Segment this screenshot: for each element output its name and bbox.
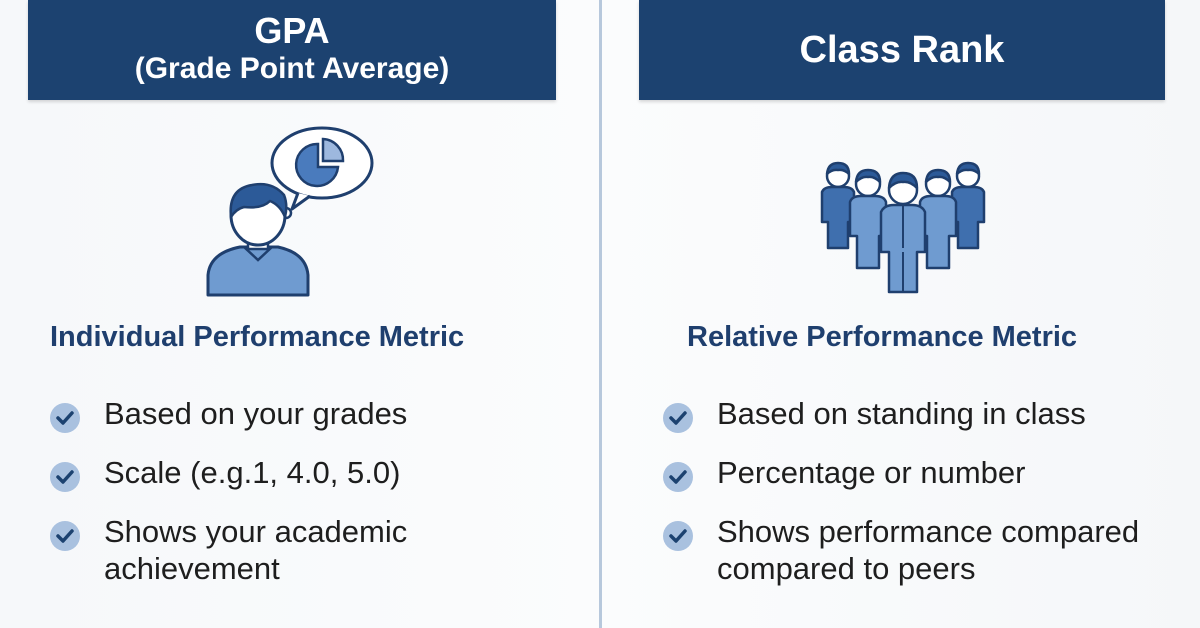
gpa-header: GPA (Grade Point Average)	[28, 0, 556, 100]
check-icon	[663, 521, 693, 551]
list-item: Percentage or number	[663, 454, 1197, 492]
class-rank-metric-subtitle: Relative Performance Metric	[687, 321, 1078, 353]
gpa-full-name: (Grade Point Average)	[134, 52, 450, 85]
gpa-bullet-list: Based on your grades Scale (e.g.1, 4.0, …	[50, 395, 574, 608]
group-of-people-icon	[818, 160, 988, 295]
check-icon	[50, 403, 80, 433]
class-rank-panel: Class Rank	[603, 0, 1200, 628]
check-icon	[663, 403, 693, 433]
class-rank-title: Class Rank	[799, 29, 1005, 71]
list-item: Shows your academic achievement	[50, 513, 574, 587]
bullet-text: Scale (e.g.1, 4.0, 5.0)	[104, 455, 401, 490]
list-item: Based on your grades	[50, 395, 574, 433]
check-icon	[50, 521, 80, 551]
bullet-text: Percentage or number	[717, 455, 1026, 490]
check-icon	[663, 462, 693, 492]
check-icon	[50, 462, 80, 492]
list-item: Based on standing in class	[663, 395, 1197, 433]
gpa-title: GPA	[254, 10, 330, 51]
gpa-panel: GPA (Grade Point Average) Individual Per…	[0, 0, 598, 628]
panel-divider	[599, 0, 602, 628]
person-thinking-pie-chart-icon	[200, 125, 380, 300]
bullet-text: Based on standing in class	[717, 396, 1086, 431]
list-item: Shows performance compared compared to p…	[663, 513, 1197, 587]
bullet-text: Based on your grades	[104, 396, 408, 431]
class-rank-header: Class Rank	[639, 0, 1165, 100]
list-item: Scale (e.g.1, 4.0, 5.0)	[50, 454, 574, 492]
class-rank-bullet-list: Based on standing in class Percentage or…	[663, 395, 1197, 608]
bullet-text: Shows performance compared compared to p…	[717, 514, 1140, 586]
bullet-text: Shows your academic achievement	[104, 514, 408, 586]
gpa-metric-subtitle: Individual Performance Metric	[50, 321, 465, 353]
